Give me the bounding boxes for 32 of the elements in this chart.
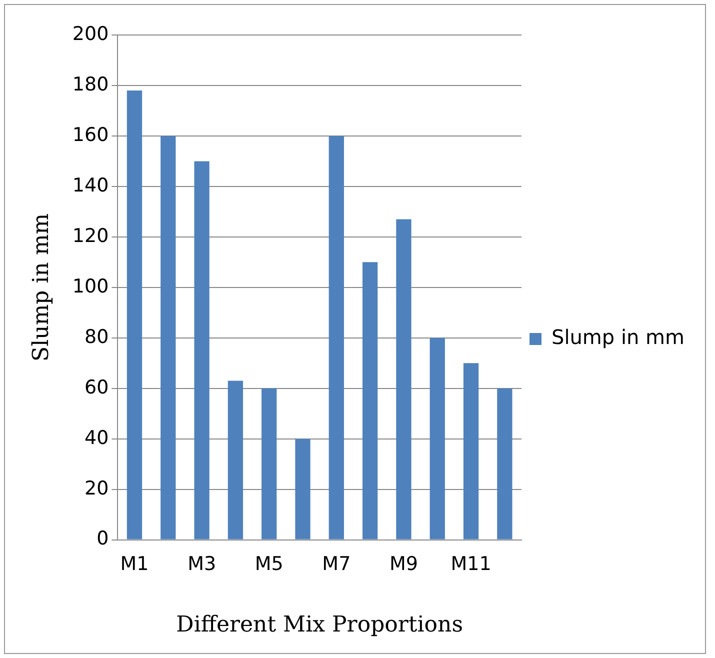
bar [463,363,479,540]
bar [160,136,176,540]
y-tick-label: 40 [84,426,109,449]
y-tick-label: 20 [84,477,109,500]
bar [362,262,378,540]
x-tick-label: M11 [450,553,492,576]
bar [262,388,277,540]
x-tick-label: M3 [188,553,216,576]
y-tick-label: 80 [84,326,109,348]
bar [228,380,244,540]
bar [430,338,445,540]
x-tick-label: M7 [322,553,351,576]
bar [126,90,142,540]
y-tick-label: 100 [72,275,109,298]
legend-label: Slump in mm [552,325,685,350]
bar [497,388,512,540]
bar [396,219,412,540]
x-tick-label: M5 [254,553,284,576]
y-tick-label: 60 [84,376,109,398]
y-axis-title: Slump in mm [28,213,54,362]
y-tick-label: 120 [72,224,109,247]
bar [194,161,210,540]
x-axis-title: Different Mix Proportions [176,612,463,638]
bar [328,136,344,540]
x-tick-label: M9 [389,553,418,576]
y-tick-label: 180 [72,73,109,96]
y-tick-label: 140 [72,174,109,196]
y-tick-label: 160 [72,124,109,146]
y-tick-label: 0 [96,528,109,550]
y-tick-label: 200 [72,22,109,45]
bar [295,438,310,540]
x-tick-label: M1 [120,553,149,576]
